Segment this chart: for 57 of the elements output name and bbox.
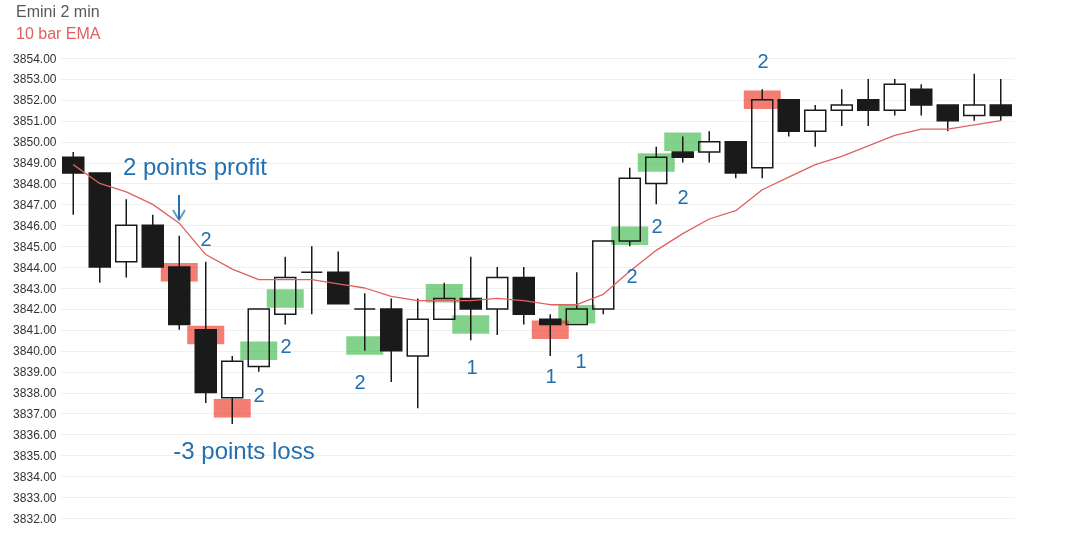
candlestick [618,167,641,247]
y-tick-label: 3843.00 [13,281,57,296]
candlestick [300,245,323,315]
y-tick-label: 3834.00 [13,469,57,484]
candlestick [327,250,350,305]
candlestick [777,99,800,138]
candlestick [141,214,164,268]
y-tick-label: 3845.00 [13,239,57,254]
candlestick [512,266,535,326]
y-tick-label: 3841.00 [13,323,57,338]
y-tick-label: 3833.00 [13,490,57,505]
candlestick [406,297,429,409]
annotation: 2 [651,215,663,237]
annotation: 1 [575,350,587,372]
candlestick [830,88,853,127]
annotation: 2 [200,228,212,250]
y-tick-label: 3832.00 [13,511,57,526]
candlestick [565,271,588,326]
candlestick [353,292,376,352]
y-tick-label: 3847.00 [13,197,57,212]
y-tick-label: 3854.00 [13,51,57,66]
y-tick-label: 3840.00 [13,344,57,359]
y-tick-label: 3835.00 [13,448,57,463]
y-tick-label: 3849.00 [13,156,57,171]
candlestick [989,78,1012,122]
y-tick-label: 3838.00 [13,386,57,401]
y-tick-label: 3850.00 [13,135,57,150]
y-tick-label: 3852.00 [13,93,57,108]
y-tick-label: 3853.00 [13,72,57,87]
annotation: 1 [545,365,557,387]
y-tick-label: 3848.00 [13,176,57,191]
annotation: 2 [280,335,292,357]
candlestick [936,104,959,132]
candlestick [247,308,270,373]
annotation: 2 [626,265,638,287]
annotation: -3 points loss [173,437,315,464]
candlestick [459,255,482,342]
candlestick [194,261,217,404]
annotation: 2 [757,50,769,72]
annotation: 2 points profit [122,153,268,180]
y-tick-label: 3846.00 [13,218,57,233]
y-tick-label: 3837.00 [13,406,57,421]
y-tick-label: 3851.00 [13,114,57,129]
candlestick [724,140,747,179]
candlestick [883,78,906,117]
y-tick-label: 3842.00 [13,302,57,317]
chart-title: Emini 2 min [16,3,100,20]
candlestick [88,172,111,284]
candlestick [671,135,694,164]
annotation: 2 [677,186,689,208]
y-tick-label: 3839.00 [13,365,57,380]
annotation: 1 [466,356,478,378]
y-tick-label: 3836.00 [13,427,57,442]
y-tick-label: 3844.00 [13,260,57,275]
text: 10 bar EMA [16,25,101,42]
annotation: 2 [253,384,265,406]
annotation: 2 [354,371,366,393]
